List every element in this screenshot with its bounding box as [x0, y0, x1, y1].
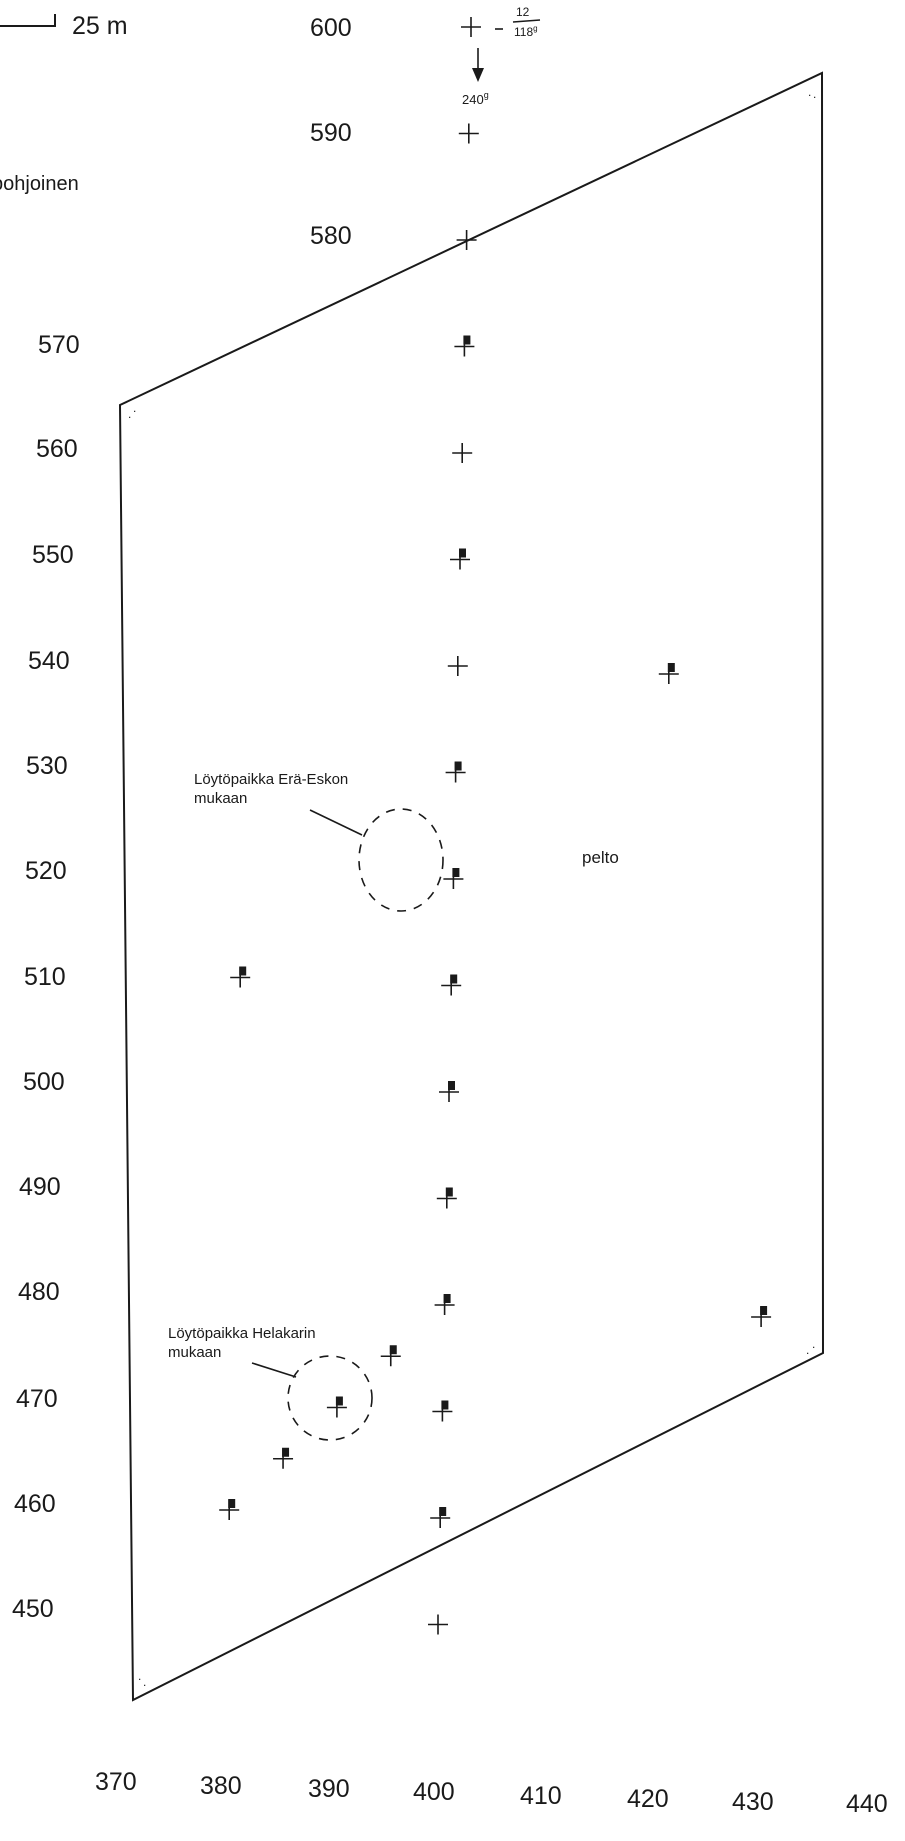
- northing-label: 540: [28, 647, 70, 675]
- marked-survey-cross: [658, 663, 679, 684]
- northing-label: 560: [36, 435, 78, 463]
- marked-survey-cross: [432, 1400, 453, 1422]
- northing-label: 580: [310, 222, 352, 250]
- field-label: pelto: [582, 848, 619, 867]
- find-place-era-esko: Löytöpaikka Erä-Eskon mukaan: [194, 771, 444, 912]
- easting-label: 430: [732, 1788, 774, 1816]
- marked-survey-cross: [443, 868, 464, 889]
- easting-label: 440: [846, 1790, 888, 1818]
- northing-label: 500: [23, 1068, 65, 1096]
- marked-survey-cross: [230, 966, 251, 988]
- find-place-helakari: Löytöpaikka Helakarin mukaan: [168, 1325, 373, 1441]
- marked-survey-cross: [273, 1447, 294, 1469]
- survey-cross: [452, 443, 473, 463]
- svg-text:.: .: [806, 1343, 809, 1357]
- northing-label: 450: [12, 1595, 54, 1623]
- svg-text:.: .: [813, 87, 816, 101]
- find-place-label-line2: mukaan: [194, 790, 247, 807]
- scale-bar: 25 m: [0, 12, 128, 40]
- find-place-circle: [358, 808, 444, 912]
- bearing-annotation: 240g 12 118g: [462, 5, 541, 107]
- svg-text:.: .: [138, 1669, 141, 1683]
- bearing-fraction-bar: [512, 19, 541, 23]
- easting-label: 380: [200, 1772, 242, 1800]
- easting-label: 370: [95, 1768, 137, 1796]
- svg-text:.: .: [812, 1337, 815, 1351]
- bearing-fraction-numerator: 12: [516, 5, 530, 19]
- survey-points: [219, 17, 772, 1635]
- svg-text:.: .: [133, 401, 136, 415]
- northing-label: 460: [14, 1490, 56, 1518]
- survey-cross: [456, 230, 477, 250]
- marked-survey-cross: [439, 1081, 459, 1102]
- marked-survey-cross: [430, 1507, 451, 1528]
- marked-survey-cross: [326, 1396, 347, 1418]
- easting-label: 410: [520, 1782, 562, 1810]
- marked-survey-cross: [445, 761, 466, 783]
- northing-label: 590: [310, 119, 352, 147]
- find-place-leader-line: [309, 809, 363, 836]
- easting-label: 420: [627, 1785, 669, 1813]
- marked-survey-cross: [434, 1294, 455, 1315]
- marked-survey-cross: [436, 1187, 457, 1209]
- scale-bar-label: 25 m: [72, 12, 128, 40]
- find-place-label-line2: mukaan: [168, 1344, 221, 1361]
- easting-labels: 370 380 390 400 410 420 430 440: [95, 1768, 888, 1818]
- northing-label: 480: [18, 1278, 60, 1306]
- find-place-label-line1: Löytöpaikka Helakarin: [168, 1325, 316, 1342]
- northing-label: 600: [310, 14, 352, 42]
- northing-label: 570: [38, 331, 80, 359]
- find-place-label-line1: Löytöpaikka Erä-Eskon: [194, 771, 348, 788]
- marked-survey-cross: [219, 1499, 240, 1520]
- survey-cross: [428, 1614, 448, 1635]
- survey-cross: [447, 656, 468, 676]
- easting-label: 390: [308, 1775, 350, 1803]
- northing-label: 490: [19, 1173, 61, 1201]
- svg-text:.: .: [143, 1675, 146, 1689]
- find-place-leader-line: [251, 1362, 297, 1378]
- svg-text:.: .: [808, 85, 811, 99]
- find-place-circle: [287, 1355, 373, 1441]
- marked-survey-cross: [454, 335, 475, 357]
- marked-survey-cross: [450, 548, 470, 570]
- bearing-label: 240g: [462, 90, 489, 107]
- bearing-arrow-icon: [472, 68, 484, 82]
- bearing-fraction-denominator: 118g: [514, 24, 538, 39]
- north-label: pohjoinen: [0, 173, 79, 195]
- northing-label: 470: [16, 1385, 58, 1413]
- easting-label: 400: [413, 1778, 455, 1806]
- field-boundary: [118, 71, 825, 1702]
- survey-cross: [458, 123, 479, 144]
- marked-survey-cross: [441, 974, 462, 996]
- corner-markers: . . . . . . . .: [128, 85, 816, 1689]
- svg-text:.: .: [128, 407, 131, 421]
- marked-survey-cross: [380, 1345, 401, 1367]
- northing-label: 530: [26, 752, 68, 780]
- northing-label: 520: [25, 857, 67, 885]
- scale-bar-line: [0, 14, 56, 27]
- northing-labels: 600 590 580 570 560 550 540 530 520 510 500 490 480 4…: [12, 14, 352, 1623]
- survey-cross: [461, 17, 481, 37]
- northing-label: 550: [32, 541, 74, 569]
- marked-survey-cross: [751, 1306, 772, 1327]
- northing-label: 510: [24, 963, 66, 991]
